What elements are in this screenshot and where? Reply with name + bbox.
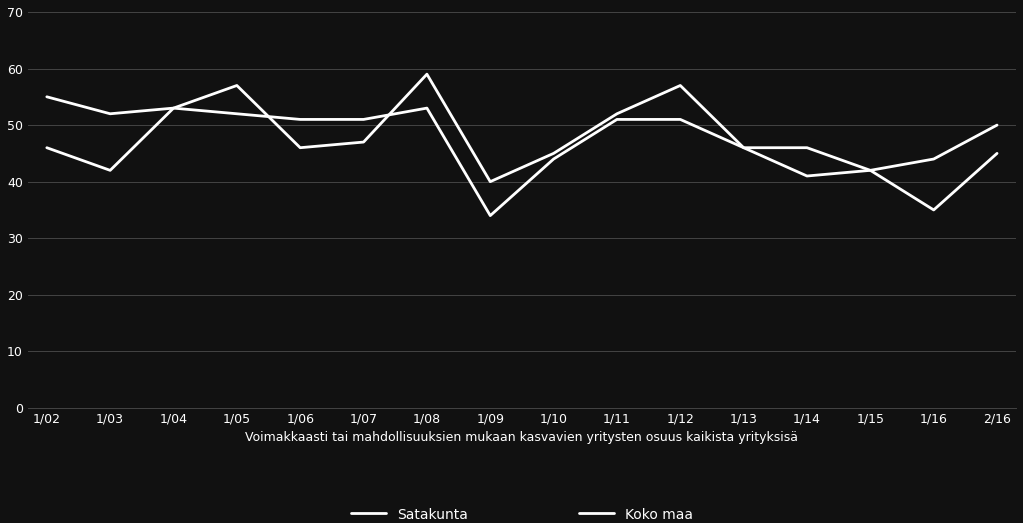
Satakunta: [168, 105, 180, 111]
Line: Satakunta: Satakunta: [47, 74, 997, 210]
Satakunta: [104, 167, 117, 174]
Koko maa: [231, 111, 243, 117]
Satakunta: [41, 144, 53, 151]
Koko maa: [104, 111, 117, 117]
Koko maa: [801, 144, 813, 151]
Line: Koko maa: Koko maa: [47, 97, 997, 215]
Koko maa: [738, 144, 750, 151]
Koko maa: [991, 122, 1004, 128]
Koko maa: [484, 212, 496, 219]
Satakunta: [547, 150, 560, 156]
Koko maa: [294, 116, 306, 122]
Satakunta: [674, 82, 686, 88]
X-axis label: Voimakkaasti tai mahdollisuuksien mukaan kasvavien yritysten osuus kaikista yrit: Voimakkaasti tai mahdollisuuksien mukaan…: [246, 431, 798, 445]
Koko maa: [928, 156, 940, 162]
Koko maa: [41, 94, 53, 100]
Koko maa: [611, 116, 623, 122]
Satakunta: [357, 139, 369, 145]
Koko maa: [168, 105, 180, 111]
Koko maa: [864, 167, 877, 174]
Satakunta: [294, 144, 306, 151]
Koko maa: [547, 156, 560, 162]
Satakunta: [738, 144, 750, 151]
Satakunta: [801, 173, 813, 179]
Satakunta: [991, 150, 1004, 156]
Satakunta: [611, 111, 623, 117]
Koko maa: [674, 116, 686, 122]
Koko maa: [420, 105, 433, 111]
Satakunta: [420, 71, 433, 77]
Satakunta: [928, 207, 940, 213]
Satakunta: [484, 178, 496, 185]
Koko maa: [357, 116, 369, 122]
Satakunta: [231, 82, 243, 88]
Satakunta: [864, 167, 877, 174]
Legend: Satakunta, Koko maa: Satakunta, Koko maa: [346, 502, 699, 523]
